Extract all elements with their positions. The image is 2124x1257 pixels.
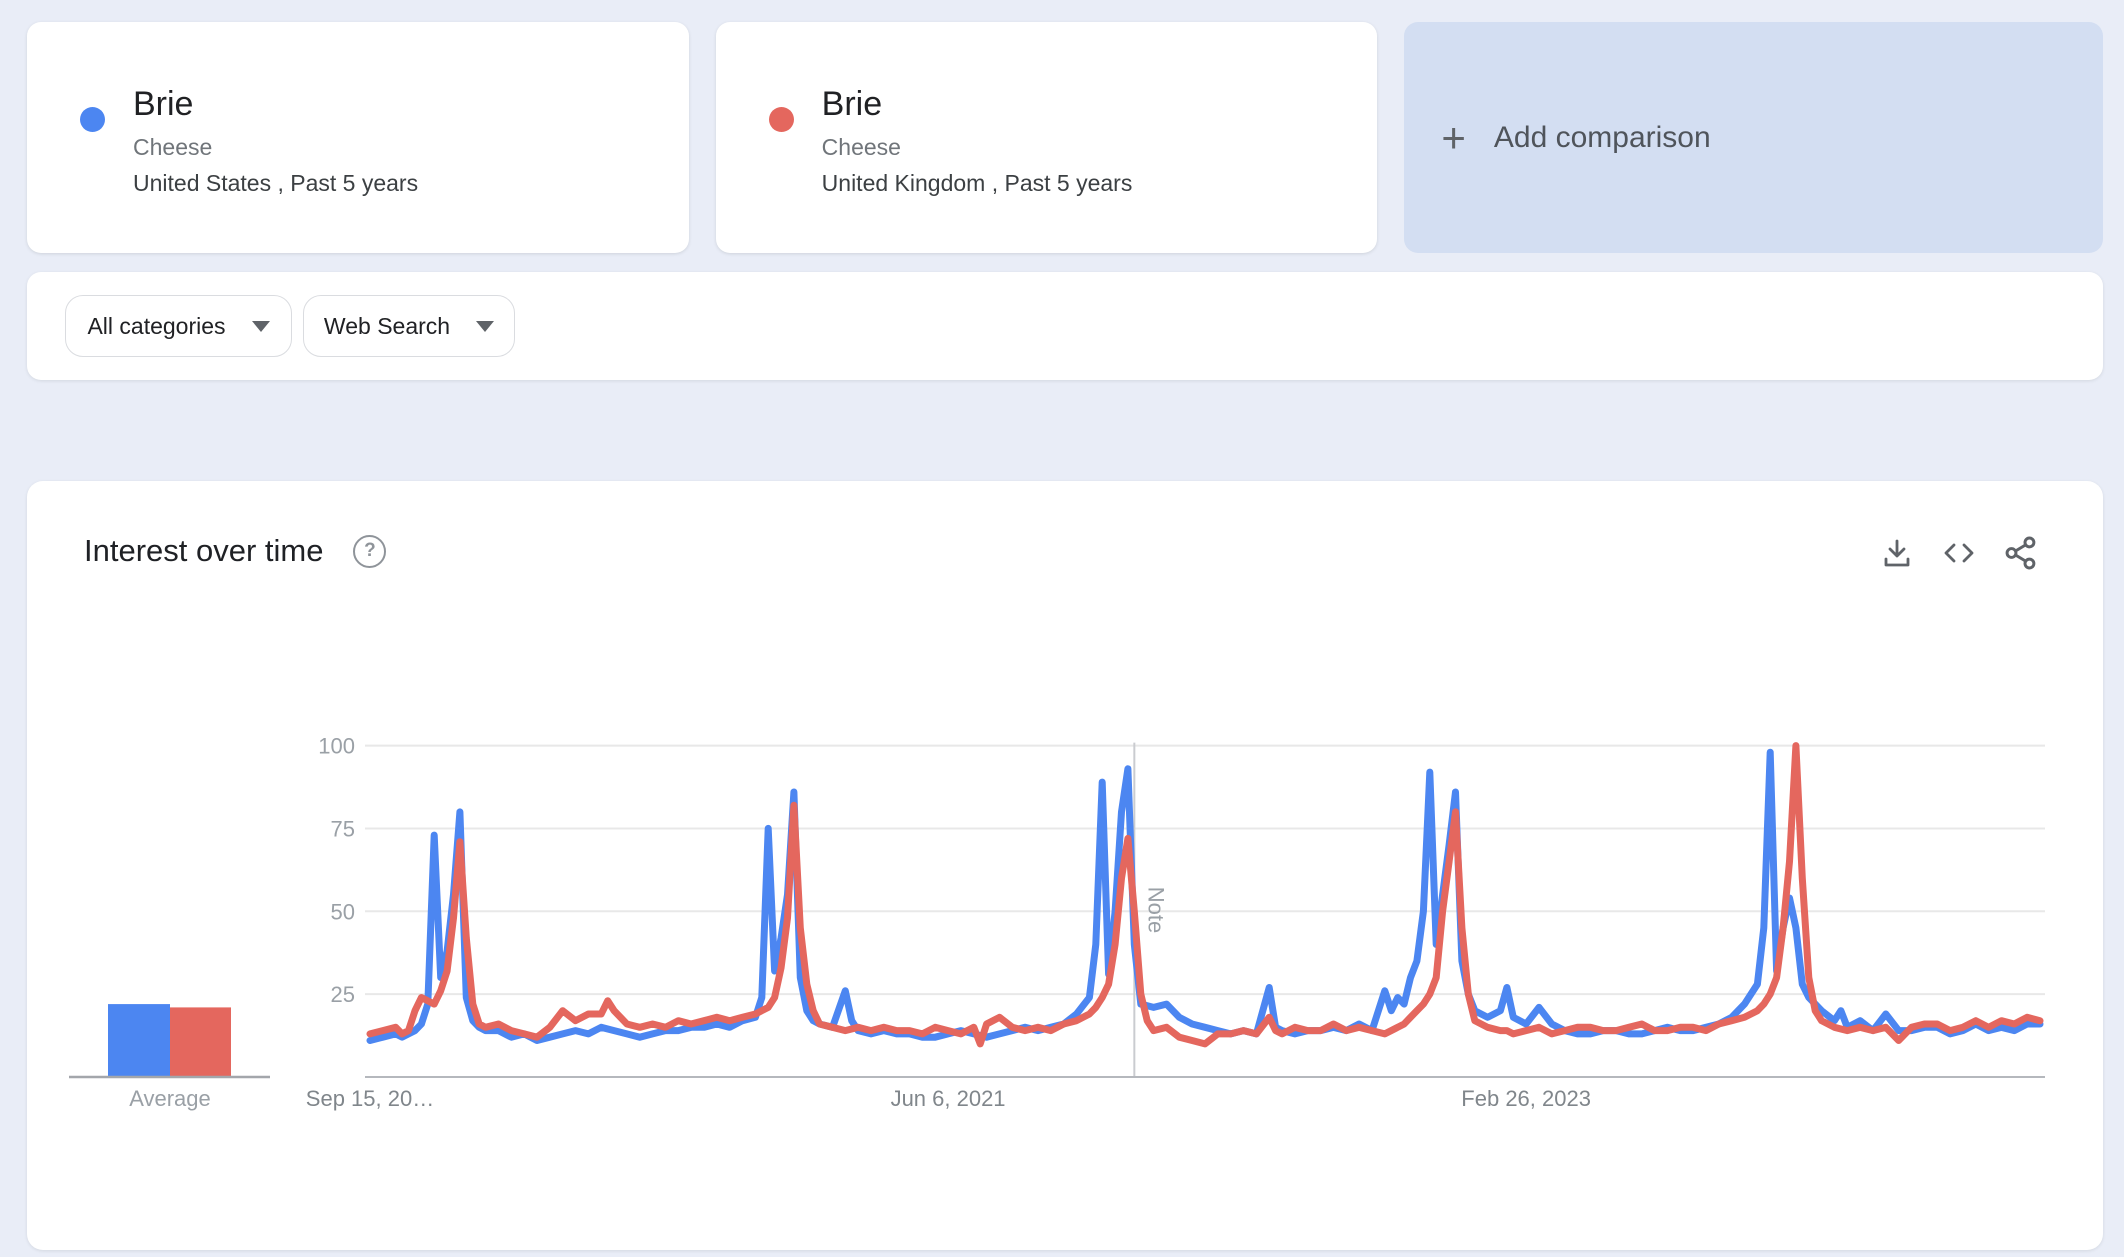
download-button[interactable] (1877, 533, 1917, 573)
series-color-dot-us (80, 107, 105, 132)
chart-actions (1877, 533, 2041, 573)
x-axis-label-1: Jun 6, 2021 (891, 1086, 1006, 1111)
share-button[interactable] (2001, 533, 2041, 573)
search-type-dropdown[interactable]: Web Search (303, 295, 515, 357)
filter-bar: All categories Web Search (27, 272, 2103, 380)
interest-over-time-chart[interactable]: 25 50 75 100 Note Sep 15, 20… Jun 6, 2021 Feb 2… (27, 481, 2103, 1250)
comparison-cards-row: Brie Cheese United States , Past 5 years… (27, 22, 2104, 253)
chart-header: Interest over time ? (84, 533, 387, 569)
help-icon[interactable]: ? (353, 534, 387, 568)
chevron-down-icon (476, 320, 495, 332)
term-category: Cheese (821, 134, 901, 160)
share-icon (2005, 536, 2036, 570)
average-bar-uk[interactable] (170, 1007, 231, 1077)
add-comparison-button[interactable]: + Add comparison (1404, 22, 2104, 253)
y-tick-label-25: 25 (331, 982, 355, 1007)
chart-title: Interest over time (84, 533, 324, 568)
comparison-card-uk-text: Brie Cheese United Kingdom , Past 5 year… (822, 82, 1133, 200)
interest-over-time-card: Interest over time ? 25 50 75 100 Note Sep 15… (27, 481, 2103, 1250)
x-axis-label-2: Feb 26, 2023 (1461, 1086, 1591, 1111)
download-icon (1884, 539, 1910, 567)
embed-code-icon (1944, 543, 1974, 563)
trend-line-uk[interactable] (366, 742, 2044, 1048)
comparison-card-uk[interactable]: Brie Cheese United Kingdom , Past 5 year… (715, 22, 1378, 253)
x-axis-label-0: Sep 15, 20… (306, 1086, 434, 1111)
term-category: Cheese (133, 134, 213, 160)
y-tick-label-100: 100 (318, 734, 355, 759)
series-color-dot-uk (768, 107, 794, 132)
y-tick-label-75: 75 (331, 816, 355, 841)
embed-button[interactable] (1939, 533, 1979, 573)
chevron-down-icon (251, 320, 270, 332)
note-marker-label: Note (1143, 887, 1168, 933)
y-tick-label-50: 50 (331, 899, 355, 924)
comparison-card-us[interactable]: Brie Cheese United States , Past 5 years (27, 22, 689, 253)
average-label: Average (129, 1086, 211, 1111)
plus-icon: + (1441, 113, 1466, 161)
search-type-label: Web Search (323, 312, 451, 339)
average-bar-us[interactable] (108, 1004, 170, 1077)
category-filter-dropdown[interactable]: All categories (65, 295, 292, 357)
trend-line-us[interactable] (366, 748, 2044, 1044)
add-comparison-label: Add comparison (1493, 120, 1711, 154)
term-scope: United Kingdom , Past 5 years (821, 170, 1133, 196)
term-label: Brie (821, 85, 883, 123)
term-scope: United States , Past 5 years (133, 170, 419, 196)
term-label: Brie (133, 85, 194, 123)
category-filter-label: All categories (87, 312, 226, 339)
comparison-card-us-text: Brie Cheese United States , Past 5 years (133, 82, 418, 200)
